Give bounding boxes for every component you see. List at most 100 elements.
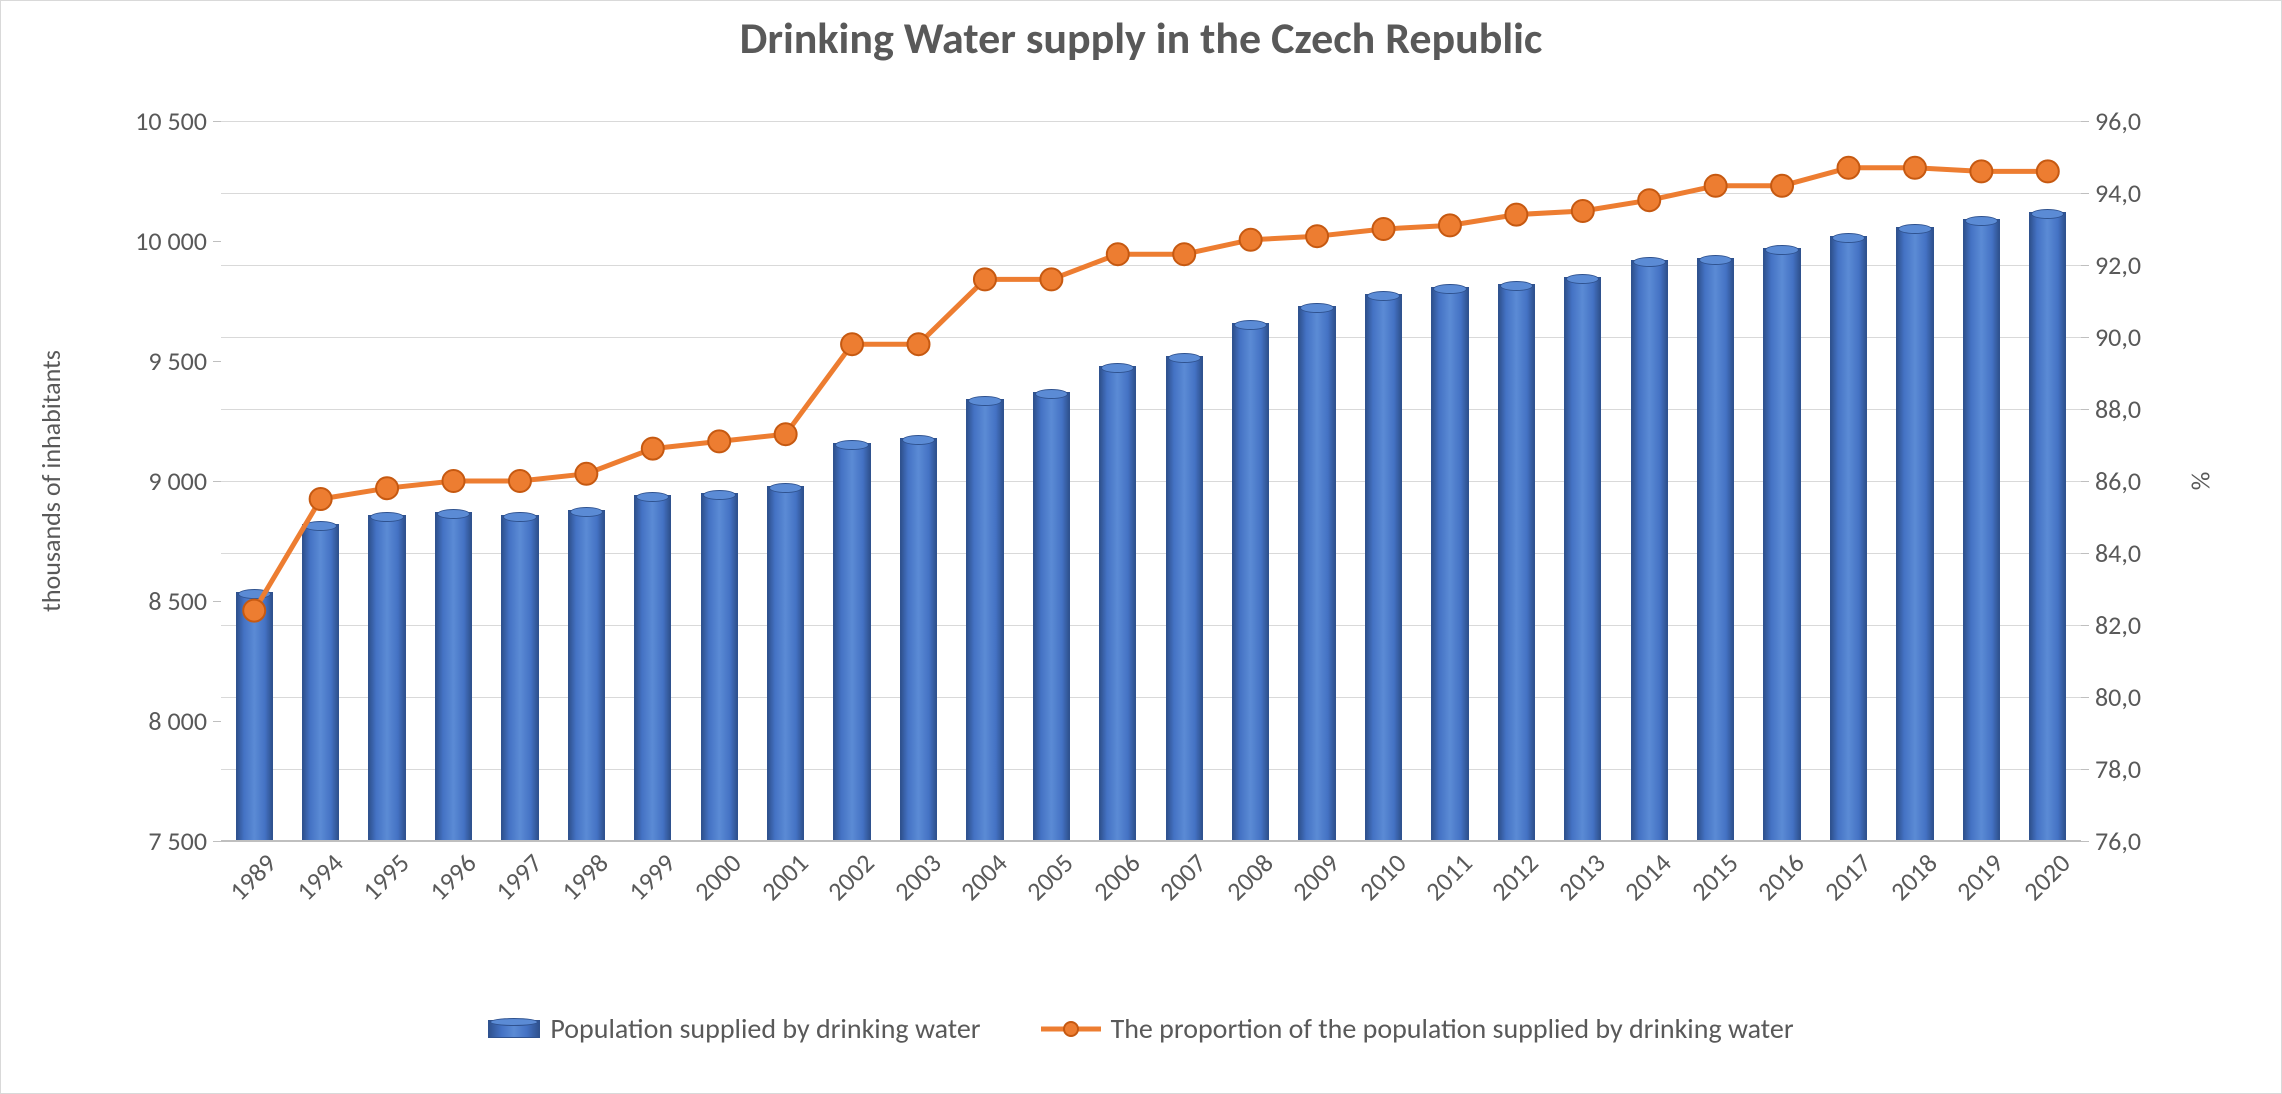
chart-title: Drinking Water supply in the Czech Repub…	[11, 11, 2271, 65]
line-marker	[974, 268, 996, 290]
line-path	[254, 168, 2048, 611]
x-tick-label: 2017	[1817, 847, 1877, 907]
legend-line-swatch	[1041, 1019, 1101, 1039]
x-tick-label: 1994	[289, 847, 349, 907]
legend-bar-swatch	[488, 1020, 540, 1038]
line-marker	[509, 470, 531, 492]
y-right-tick-label: 96,0	[2081, 105, 2141, 137]
line-marker	[708, 430, 730, 452]
y-left-tick-label: 9 000	[148, 465, 221, 497]
legend-label: Population supplied by drinking water	[550, 1011, 980, 1046]
y-right-tickmark	[2081, 625, 2089, 626]
y-right-tickmark	[2081, 481, 2089, 482]
x-tick-label: 2016	[1751, 847, 1811, 907]
y-right-tick-label: 82,0	[2081, 609, 2141, 641]
plot-canvas: 7 5008 0008 5009 0009 50010 00010 500 76…	[221, 121, 2081, 841]
legend-label: The proportion of the population supplie…	[1111, 1011, 1794, 1046]
line-marker	[1970, 160, 1992, 182]
x-tick-label: 2013	[1552, 847, 1612, 907]
line-marker	[775, 423, 797, 445]
y-left-tickmark	[213, 601, 221, 602]
x-tick-label: 1996	[422, 847, 482, 907]
line-marker	[1705, 175, 1727, 197]
line-marker	[1838, 157, 1860, 179]
y-left-axis-label: thousands of inhabitants	[35, 350, 67, 612]
x-tick-label: 2015	[1684, 847, 1744, 907]
legend: Population supplied by drinking water The…	[1, 1011, 2281, 1046]
y-left-tick-label: 9 500	[148, 345, 221, 377]
y-right-tick-label: 86,0	[2081, 465, 2141, 497]
x-axis-labels: 1989199419951996199719981999200020012002…	[221, 841, 2081, 961]
y-right-tick-label: 88,0	[2081, 393, 2141, 425]
y-left-tickmark	[213, 841, 221, 842]
x-tick-label: 2007	[1153, 847, 1213, 907]
x-tick-label: 2014	[1618, 847, 1678, 907]
x-tick-label: 2008	[1219, 847, 1279, 907]
y-right-tickmark	[2081, 841, 2089, 842]
y-right-tickmark	[2081, 337, 2089, 338]
line-marker	[443, 470, 465, 492]
y-right-tick-label: 80,0	[2081, 681, 2141, 713]
y-left-tick-label: 7 500	[148, 825, 221, 857]
x-tick-label: 2012	[1485, 847, 1545, 907]
line-marker	[310, 488, 332, 510]
y-right-tickmark	[2081, 193, 2089, 194]
x-tick-label: 2001	[754, 847, 814, 907]
y-right-tickmark	[2081, 697, 2089, 698]
x-tick-label: 2000	[688, 847, 748, 907]
x-tick-label: 2009	[1286, 847, 1346, 907]
y-left-tickmark	[213, 721, 221, 722]
legend-item: The proportion of the population supplie…	[1041, 1011, 1794, 1046]
x-tick-label: 2020	[2017, 847, 2077, 907]
y-right-tick-label: 76,0	[2081, 825, 2141, 857]
y-left-tick-label: 10 000	[135, 225, 221, 257]
line-series	[221, 121, 2081, 841]
x-tick-label: 1997	[489, 847, 549, 907]
y-left-tickmark	[213, 241, 221, 242]
line-marker	[1505, 204, 1527, 226]
y-left-tick-label: 8 500	[148, 585, 221, 617]
line-marker	[642, 438, 664, 460]
y-right-tick-label: 92,0	[2081, 249, 2141, 281]
y-right-tick-label: 90,0	[2081, 321, 2141, 353]
x-tick-label: 1999	[622, 847, 682, 907]
x-tick-label: 1995	[356, 847, 416, 907]
line-marker	[1904, 157, 1926, 179]
line-marker	[376, 477, 398, 499]
line-marker	[1107, 243, 1129, 265]
line-marker	[841, 333, 863, 355]
line-marker	[1306, 225, 1328, 247]
x-tick-label: 2003	[887, 847, 947, 907]
y-right-tickmark	[2081, 409, 2089, 410]
y-right-tickmark	[2081, 265, 2089, 266]
line-marker	[1040, 268, 1062, 290]
x-tick-label: 2005	[1020, 847, 1080, 907]
x-tick-label: 2002	[821, 847, 881, 907]
line-marker	[908, 333, 930, 355]
x-tick-label: 1989	[223, 847, 283, 907]
x-tick-label: 2019	[1950, 847, 2010, 907]
y-right-tick-label: 94,0	[2081, 177, 2141, 209]
line-marker	[1439, 214, 1461, 236]
y-left-tickmark	[213, 481, 221, 482]
line-marker	[1173, 243, 1195, 265]
x-tick-label: 2010	[1352, 847, 1412, 907]
x-tick-label: 2004	[954, 847, 1014, 907]
line-marker	[1240, 229, 1262, 251]
x-tick-label: 1998	[555, 847, 615, 907]
line-marker	[243, 600, 265, 622]
y-right-tick-label: 84,0	[2081, 537, 2141, 569]
y-left-tickmark	[213, 121, 221, 122]
line-marker	[1771, 175, 1793, 197]
chart-frame: Drinking Water supply in the Czech Repub…	[0, 0, 2282, 1094]
line-marker	[575, 463, 597, 485]
y-right-tick-label: 78,0	[2081, 753, 2141, 785]
y-right-tickmark	[2081, 769, 2089, 770]
y-right-tickmark	[2081, 121, 2089, 122]
line-marker	[1373, 218, 1395, 240]
y-right-axis-label: %	[2185, 472, 2217, 491]
line-marker	[1638, 189, 1660, 211]
x-tick-label: 2011	[1419, 847, 1479, 907]
x-tick-label: 2006	[1087, 847, 1147, 907]
x-tick-label: 2018	[1884, 847, 1944, 907]
